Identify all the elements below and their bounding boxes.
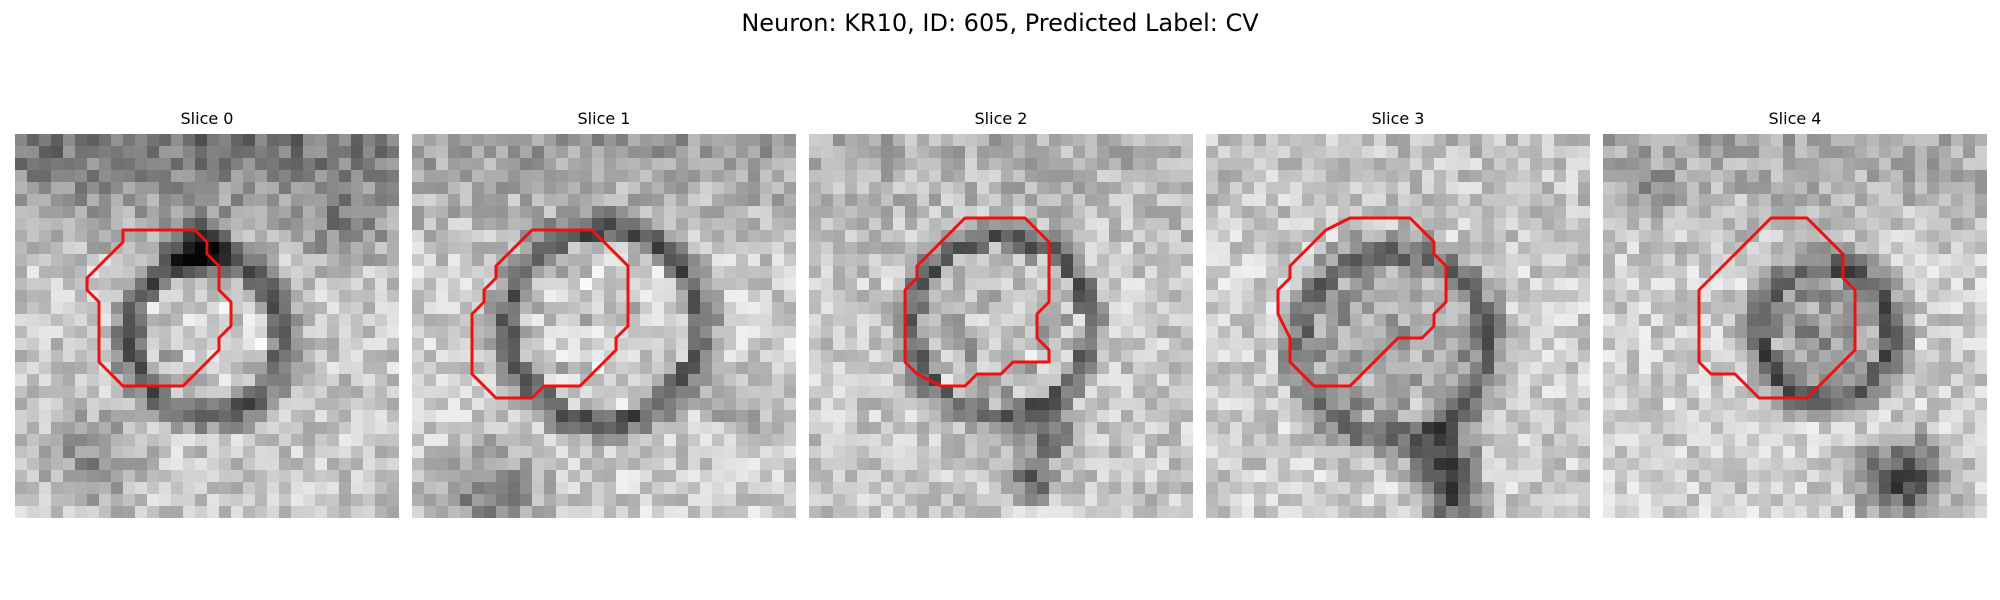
pixel-grid bbox=[412, 134, 796, 518]
pixel-grid bbox=[15, 134, 399, 518]
figure-title: Neuron: KR10, ID: 605, Predicted Label: … bbox=[741, 9, 1259, 37]
slice-title: Slice 1 bbox=[577, 109, 631, 128]
roi-contour bbox=[85, 228, 233, 388]
pixel-grid bbox=[1206, 134, 1590, 518]
slice-image bbox=[15, 134, 399, 518]
slice-image bbox=[1206, 134, 1590, 518]
roi-contour bbox=[1697, 216, 1857, 400]
slice-image bbox=[412, 134, 796, 518]
roi-contour bbox=[470, 228, 630, 400]
roi-contour bbox=[1276, 216, 1448, 388]
slice-title: Slice 2 bbox=[974, 109, 1028, 128]
slice-image bbox=[1603, 134, 1987, 518]
slice-title: Slice 3 bbox=[1371, 109, 1425, 128]
slice-title: Slice 0 bbox=[180, 109, 234, 128]
roi-contour bbox=[903, 216, 1051, 388]
pixel-grid bbox=[809, 134, 1193, 518]
slice-title: Slice 4 bbox=[1768, 109, 1822, 128]
slice-image bbox=[809, 134, 1193, 518]
pixel-grid bbox=[1603, 134, 1987, 518]
